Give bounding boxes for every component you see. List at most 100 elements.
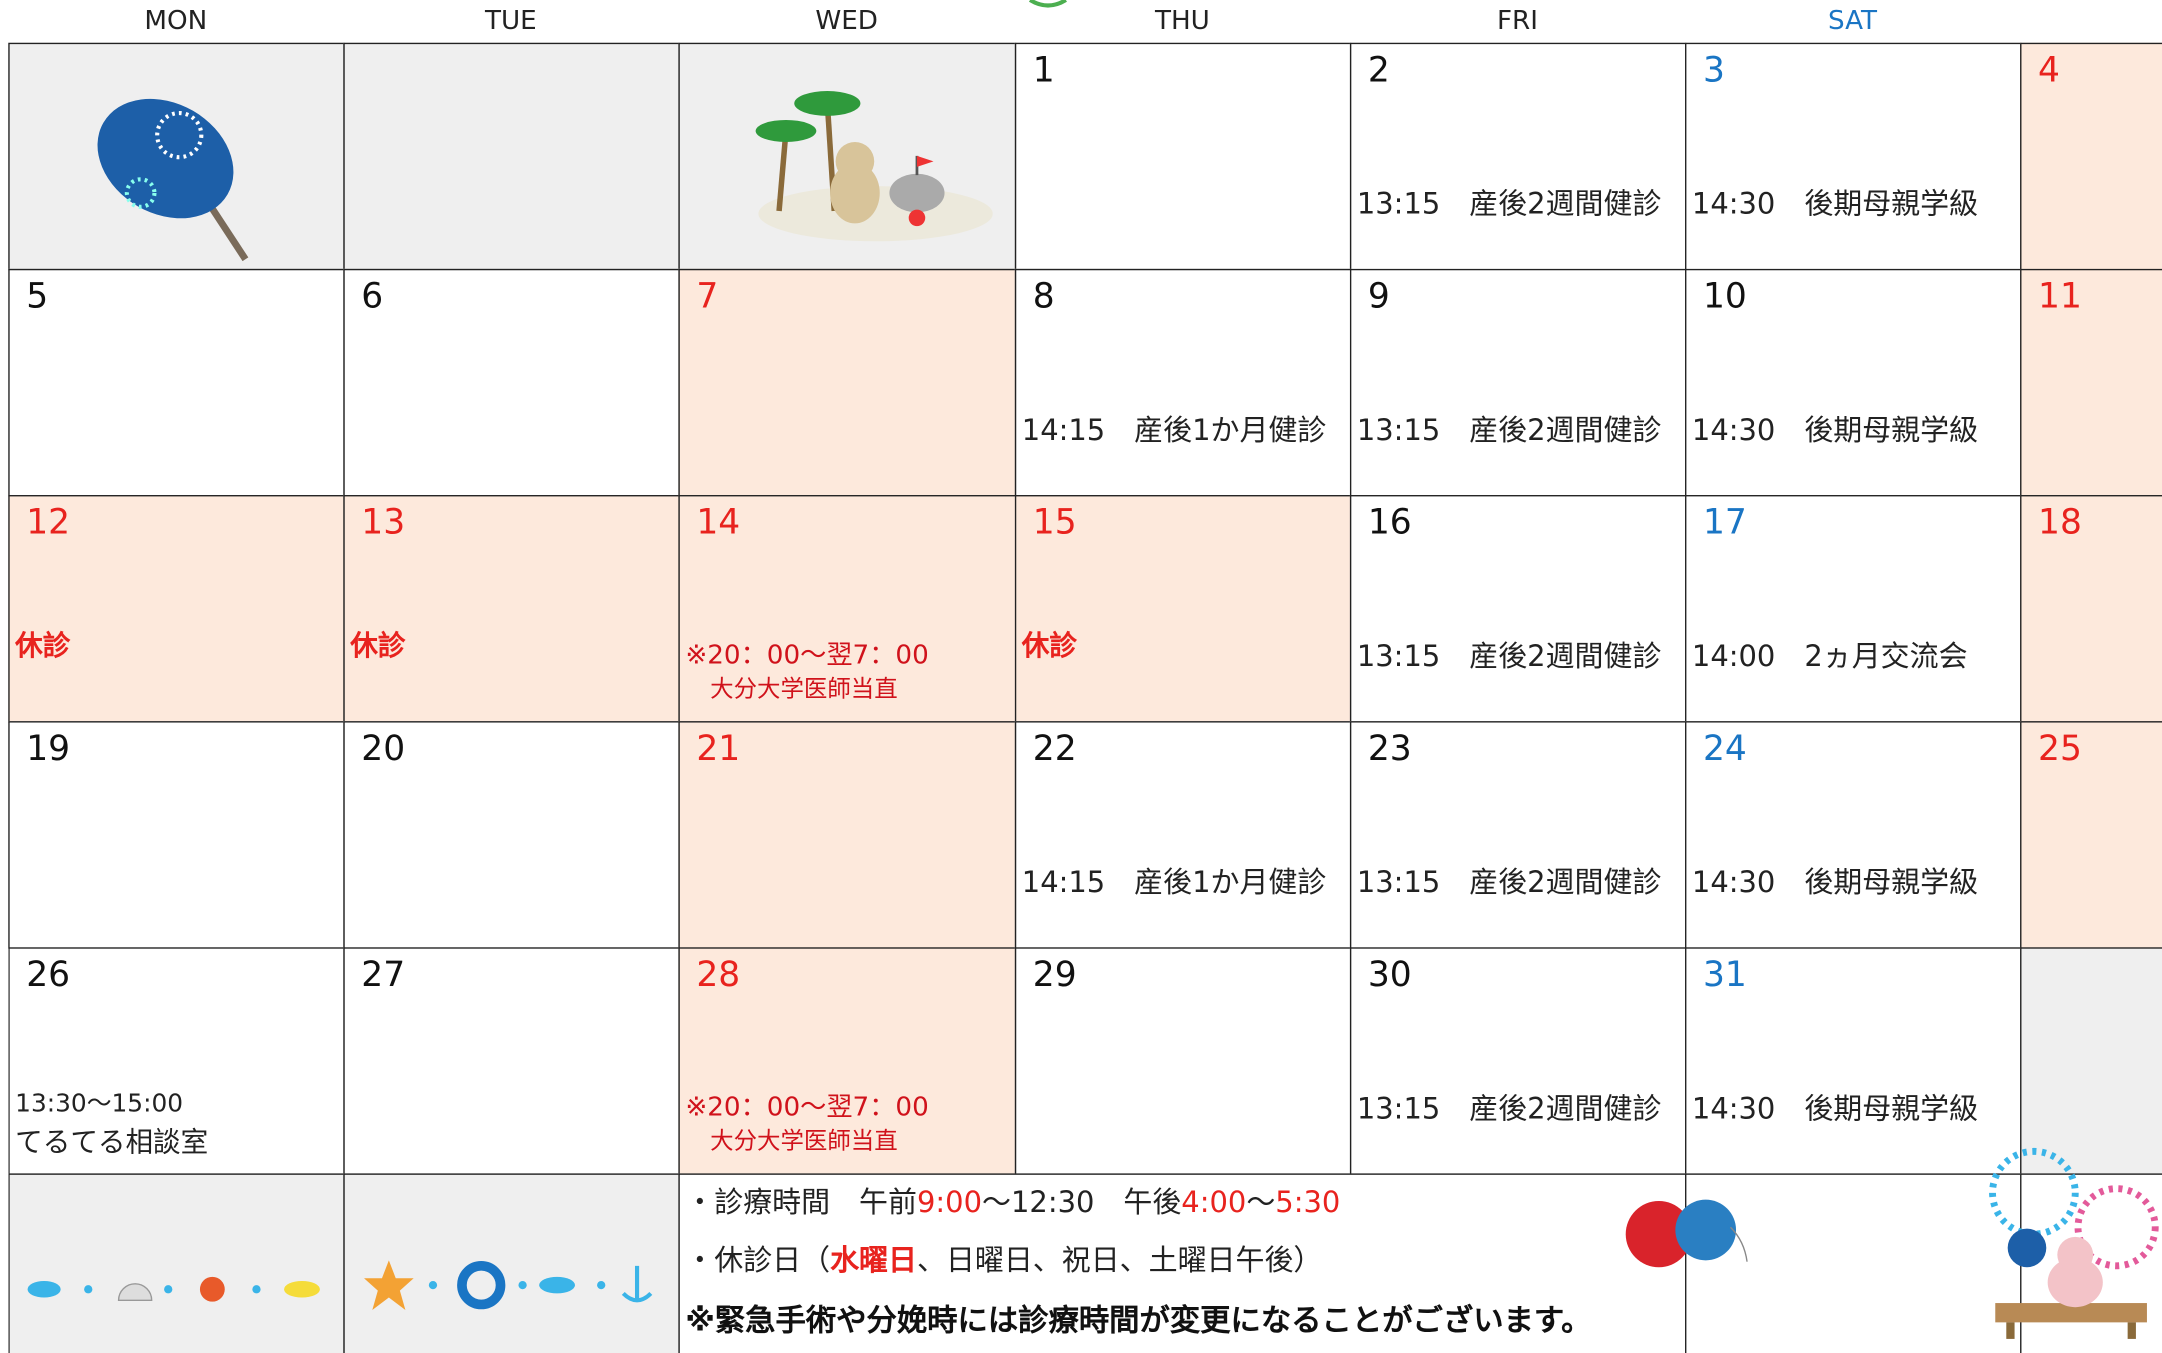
day-cell: 28 ※20：00～翌7：00 大分大学医師当直 [678, 947, 1017, 1175]
day-number: 3 [1702, 49, 1725, 90]
event-text: 13:15 産後2週間健診 [1356, 639, 1662, 673]
day-cell: 1 [1014, 42, 1352, 271]
note-text: 5:30 [1275, 1185, 1341, 1219]
day-cell: 14 ※20：00～翌7：00 大分大学医師当直 [678, 495, 1017, 723]
event-text: 大分大学医師当直 [710, 675, 898, 704]
day-cell: 11 [2020, 268, 2162, 497]
day-number: 15 [1032, 501, 1077, 542]
day-cell: 18 [2020, 495, 2162, 723]
event-text: 13:15 産後2週間健診 [1356, 187, 1662, 221]
day-cell: 6 [343, 268, 680, 497]
day-number: 30 [1367, 954, 1412, 995]
event-text: 休診 [350, 628, 406, 662]
note-text: 4:00 [1181, 1185, 1247, 1219]
day-number: 2 [1367, 49, 1390, 90]
day-cell: 5 [8, 268, 345, 497]
event-text: 13:15 産後2週間健診 [1356, 865, 1662, 900]
day-number: 19 [26, 728, 71, 769]
footer-cell [8, 1173, 345, 1353]
note-line: ※緊急手術や分娩時には診療時間が変更になることがございます。 [685, 1296, 1591, 1340]
event-text: 14:00 2ヵ月交流会 [1691, 639, 1968, 673]
illustration [1028, 0, 1067, 8]
day-number: 12 [26, 501, 71, 542]
day-number: 24 [1702, 728, 1747, 769]
note-text: ～12:30 午後 [982, 1185, 1182, 1219]
day-cell: 31 14:30 後期母親学級 [1685, 947, 2022, 1175]
note-text: ～ [1246, 1185, 1276, 1219]
day-cell: 26 13:30～15:00 てるてる相談室 [8, 947, 345, 1175]
day-number: 11 [2038, 275, 2082, 316]
day-cell: 25 [2020, 721, 2162, 949]
day-number: 1 [1032, 49, 1055, 90]
event-text: てるてる相談室 [15, 1125, 209, 1159]
day-cell: 4 [2020, 42, 2162, 271]
day-number: 7 [696, 275, 719, 316]
day-number: 8 [1032, 275, 1055, 316]
event-text: 14:15 産後1か月健診 [1021, 865, 1327, 900]
day-number: 26 [26, 954, 71, 995]
day-number: 29 [1032, 954, 1077, 995]
event-text: 休診 [1021, 628, 1077, 662]
note-line: ・診療時間 午前9:00～12:30 午後4:00～5:30 [685, 1180, 1340, 1221]
day-number: 16 [1367, 501, 1412, 542]
weekday-label: TUE [485, 5, 537, 36]
day-cell: 12 休診 [8, 495, 345, 723]
day-number: 9 [1367, 275, 1390, 316]
illustration [27, 1276, 320, 1302]
event-text: 14:30 後期母親学級 [1691, 1092, 1979, 1126]
note-text: 水曜日 [830, 1243, 917, 1277]
weekday-label: FRI [1496, 5, 1538, 36]
day-number: 5 [26, 275, 49, 316]
note-line: ・休診日（水曜日、日曜日、祝日、土曜日午後） [685, 1238, 1322, 1279]
event-text: 13:15 産後2週間健診 [1356, 1092, 1662, 1126]
event-text: 14:15 産後1か月健診 [1021, 413, 1327, 447]
day-number: 18 [2038, 501, 2082, 542]
event-text: 14:30 後期母親学級 [1691, 413, 1979, 447]
day-cell: 16 13:15 産後2週間健診 [1349, 495, 1687, 723]
day-cell: 10 14:30 後期母親学級 [1685, 268, 2022, 497]
day-cell [2020, 947, 2162, 1175]
illustration [364, 1260, 653, 1310]
day-number: 27 [361, 954, 406, 995]
note-text: ※緊急手術や分娩時には診療時間が変更になることがございます。 [685, 1304, 1592, 1339]
day-number: 6 [361, 275, 384, 316]
weekday-label: SAT [1828, 5, 1878, 36]
day-number: 4 [2038, 49, 2060, 90]
weekday-label: THU [1154, 5, 1210, 36]
day-cell: 3 14:30 後期母親学級 [1685, 42, 2022, 271]
footer-cell [343, 1173, 680, 1353]
footer-cell [1685, 1173, 2022, 1353]
event-text: 13:15 産後2週間健診 [1356, 413, 1662, 447]
note-text: ・診療時間 午前 [685, 1185, 917, 1219]
day-cell: 24 14:30 後期母親学級 [1685, 721, 2022, 949]
weekday-label: SUN [2106, 6, 2162, 36]
day-cell: 7 [678, 268, 1017, 497]
day-cell: 19 [8, 721, 345, 949]
day-cell [343, 42, 680, 271]
weekday-label: WED [815, 5, 878, 36]
event-text: 14:30 後期母親学級 [1691, 865, 1979, 900]
weekday-label: MON [144, 5, 208, 36]
illustration [97, 98, 249, 262]
day-cell: 8 14:15 産後1か月健診 [1014, 268, 1352, 497]
day-cell: 23 13:15 産後2週間健診 [1349, 721, 1687, 949]
day-number: 22 [1032, 728, 1077, 769]
day-cell: 17 14:00 2ヵ月交流会 [1685, 495, 2022, 723]
day-number: 23 [1367, 728, 1412, 769]
event-text: 休診 [15, 628, 71, 662]
day-number: 25 [2038, 728, 2082, 769]
illustration [755, 91, 993, 242]
day-cell: 20 [343, 721, 680, 949]
day-cell: 15 休診 [1014, 495, 1352, 723]
day-cell: 29 [1014, 947, 1352, 1175]
day-number: 21 [696, 728, 741, 769]
day-number: 13 [361, 501, 406, 542]
day-number: 14 [696, 501, 741, 542]
day-number: 28 [696, 954, 741, 995]
day-cell: 22 14:15 産後1か月健診 [1014, 721, 1352, 949]
day-cell: 13 休診 [343, 495, 680, 723]
day-cell: 30 13:15 産後2週間健診 [1349, 947, 1687, 1175]
day-number: 10 [1702, 275, 1747, 316]
